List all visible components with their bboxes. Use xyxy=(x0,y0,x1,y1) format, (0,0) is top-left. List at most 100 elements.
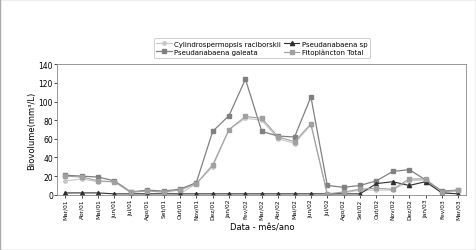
Pseudanabaena sp xyxy=(308,192,314,196)
Fitoplâncton Total xyxy=(341,191,347,194)
Cylindrospermopsis raciborskii xyxy=(275,138,281,141)
Pseudanabaena sp xyxy=(177,192,183,196)
Cylindrospermopsis raciborskii xyxy=(243,117,248,120)
Cylindrospermopsis raciborskii xyxy=(193,182,199,185)
Cylindrospermopsis raciborskii xyxy=(341,192,347,195)
Pseudanabaena galeata xyxy=(292,136,298,139)
X-axis label: Data - mês/ano: Data - mês/ano xyxy=(229,222,294,231)
Pseudanabaena sp xyxy=(161,192,167,196)
Cylindrospermopsis raciborskii xyxy=(390,189,396,192)
Pseudanabaena galeata xyxy=(423,179,428,182)
Line: Pseudanabaena galeata: Pseudanabaena galeata xyxy=(63,78,460,194)
Pseudanabaena sp xyxy=(374,182,379,185)
Pseudanabaena sp xyxy=(439,192,445,195)
Fitoplâncton Total xyxy=(193,182,199,185)
Fitoplâncton Total xyxy=(243,116,248,118)
Pseudanabaena galeata xyxy=(243,78,248,81)
Cylindrospermopsis raciborskii xyxy=(456,190,461,193)
Cylindrospermopsis raciborskii xyxy=(439,192,445,195)
Pseudanabaena galeata xyxy=(357,184,363,187)
Pseudanabaena sp xyxy=(292,192,298,196)
Pseudanabaena sp xyxy=(111,192,117,196)
Cylindrospermopsis raciborskii xyxy=(210,166,216,169)
Fitoplâncton Total xyxy=(259,117,265,120)
Cylindrospermopsis raciborskii xyxy=(292,142,298,146)
Pseudanabaena sp xyxy=(456,192,461,196)
Cylindrospermopsis raciborskii xyxy=(407,180,412,182)
Pseudanabaena sp xyxy=(390,180,396,184)
Pseudanabaena galeata xyxy=(341,186,347,189)
Fitoplâncton Total xyxy=(210,164,216,167)
Line: Cylindrospermopsis raciborskii: Cylindrospermopsis raciborskii xyxy=(64,117,460,197)
Fitoplâncton Total xyxy=(128,191,134,194)
Pseudanabaena galeata xyxy=(79,175,85,178)
Cylindrospermopsis raciborskii xyxy=(79,178,85,181)
Pseudanabaena galeata xyxy=(407,168,412,172)
Fitoplâncton Total xyxy=(79,176,85,179)
Fitoplâncton Total xyxy=(177,189,183,192)
Fitoplâncton Total xyxy=(308,123,314,126)
Cylindrospermopsis raciborskii xyxy=(111,180,117,184)
Pseudanabaena sp xyxy=(259,192,265,196)
Pseudanabaena galeata xyxy=(275,135,281,138)
Pseudanabaena galeata xyxy=(259,130,265,133)
Cylindrospermopsis raciborskii xyxy=(423,179,428,182)
Fitoplâncton Total xyxy=(407,178,412,181)
Fitoplâncton Total xyxy=(111,180,117,184)
Pseudanabaena galeata xyxy=(374,180,379,182)
Cylindrospermopsis raciborskii xyxy=(177,192,183,196)
Pseudanabaena galeata xyxy=(226,114,232,117)
Pseudanabaena galeata xyxy=(177,188,183,191)
Cylindrospermopsis raciborskii xyxy=(161,192,167,195)
Fitoplâncton Total xyxy=(292,140,298,143)
Pseudanabaena sp xyxy=(128,192,134,196)
Fitoplâncton Total xyxy=(423,178,428,181)
Line: Pseudanabaena sp: Pseudanabaena sp xyxy=(63,180,460,196)
Cylindrospermopsis raciborskii xyxy=(325,194,330,196)
Pseudanabaena galeata xyxy=(161,190,167,193)
Pseudanabaena sp xyxy=(210,192,216,196)
Fitoplâncton Total xyxy=(275,136,281,139)
Pseudanabaena sp xyxy=(79,192,85,195)
Cylindrospermopsis raciborskii xyxy=(357,189,363,192)
Pseudanabaena sp xyxy=(62,192,68,195)
Pseudanabaena galeata xyxy=(456,189,461,192)
Cylindrospermopsis raciborskii xyxy=(226,128,232,132)
Pseudanabaena galeata xyxy=(111,180,117,182)
Pseudanabaena galeata xyxy=(62,174,68,177)
Pseudanabaena galeata xyxy=(325,184,330,187)
Pseudanabaena sp xyxy=(243,192,248,196)
Pseudanabaena galeata xyxy=(390,170,396,173)
Pseudanabaena sp xyxy=(144,192,150,196)
Pseudanabaena galeata xyxy=(95,176,101,179)
Cylindrospermopsis raciborskii xyxy=(128,192,134,195)
Pseudanabaena sp xyxy=(423,180,428,184)
Fitoplâncton Total xyxy=(439,191,445,194)
Cylindrospermopsis raciborskii xyxy=(62,180,68,182)
Fitoplâncton Total xyxy=(325,192,330,196)
Pseudanabaena sp xyxy=(325,192,330,196)
Pseudanabaena sp xyxy=(357,192,363,196)
Pseudanabaena galeata xyxy=(439,190,445,193)
Cylindrospermopsis raciborskii xyxy=(259,119,265,122)
Fitoplâncton Total xyxy=(456,189,461,192)
Fitoplâncton Total xyxy=(62,175,68,178)
Fitoplâncton Total xyxy=(357,188,363,191)
Pseudanabaena galeata xyxy=(144,189,150,192)
Fitoplâncton Total xyxy=(95,180,101,182)
Pseudanabaena galeata xyxy=(308,96,314,99)
Pseudanabaena sp xyxy=(226,192,232,196)
Pseudanabaena galeata xyxy=(128,191,134,194)
Pseudanabaena sp xyxy=(275,192,281,196)
Cylindrospermopsis raciborskii xyxy=(374,189,379,192)
Fitoplâncton Total xyxy=(226,128,232,132)
Pseudanabaena sp xyxy=(407,184,412,187)
Pseudanabaena sp xyxy=(193,192,199,196)
Cylindrospermopsis raciborskii xyxy=(95,180,101,184)
Line: Fitoplâncton Total: Fitoplâncton Total xyxy=(63,115,460,196)
Cylindrospermopsis raciborskii xyxy=(144,192,150,196)
Pseudanabaena sp xyxy=(95,192,101,195)
Fitoplâncton Total xyxy=(161,191,167,194)
Pseudanabaena galeata xyxy=(193,182,199,184)
Fitoplâncton Total xyxy=(390,188,396,191)
